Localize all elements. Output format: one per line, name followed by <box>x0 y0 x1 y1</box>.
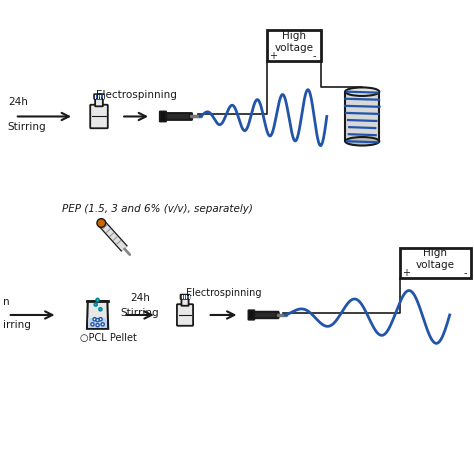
FancyBboxPatch shape <box>164 113 192 120</box>
FancyBboxPatch shape <box>345 91 379 141</box>
Text: ○PCL Pellet: ○PCL Pellet <box>80 333 137 344</box>
FancyBboxPatch shape <box>181 294 190 299</box>
Circle shape <box>96 324 99 327</box>
Ellipse shape <box>345 137 379 146</box>
Circle shape <box>91 323 94 326</box>
Circle shape <box>94 303 97 306</box>
Text: irring: irring <box>3 320 31 330</box>
Text: 24h: 24h <box>8 97 27 107</box>
FancyBboxPatch shape <box>90 105 108 128</box>
Text: Stirring: Stirring <box>8 122 46 132</box>
Polygon shape <box>87 301 108 329</box>
Text: Electrospinning: Electrospinning <box>96 90 177 100</box>
Ellipse shape <box>345 87 379 96</box>
Text: +: + <box>269 51 277 61</box>
FancyBboxPatch shape <box>177 304 193 326</box>
FancyBboxPatch shape <box>400 248 471 278</box>
FancyBboxPatch shape <box>190 114 192 119</box>
Circle shape <box>101 323 104 326</box>
FancyBboxPatch shape <box>252 312 278 318</box>
Text: Stirring: Stirring <box>121 309 159 319</box>
Text: 24h: 24h <box>130 293 150 303</box>
Circle shape <box>99 318 102 321</box>
Circle shape <box>99 308 102 311</box>
FancyBboxPatch shape <box>95 98 103 106</box>
Text: High
voltage: High voltage <box>416 248 455 270</box>
Text: +: + <box>402 268 410 278</box>
Circle shape <box>97 219 106 228</box>
Circle shape <box>96 298 99 301</box>
Text: PEP (1.5, 3 and 6% (v/v), separately): PEP (1.5, 3 and 6% (v/v), separately) <box>62 204 253 214</box>
Text: High
voltage: High voltage <box>274 31 313 53</box>
Text: Electrospinning: Electrospinning <box>186 288 262 298</box>
Circle shape <box>96 319 99 322</box>
FancyBboxPatch shape <box>248 310 255 320</box>
Circle shape <box>93 318 96 321</box>
FancyBboxPatch shape <box>182 298 189 306</box>
FancyBboxPatch shape <box>94 94 104 99</box>
Text: -: - <box>313 51 317 61</box>
FancyBboxPatch shape <box>266 30 321 61</box>
FancyBboxPatch shape <box>88 318 108 328</box>
FancyBboxPatch shape <box>276 313 279 317</box>
Text: -: - <box>463 268 466 278</box>
Text: n: n <box>3 297 9 307</box>
FancyBboxPatch shape <box>160 111 166 121</box>
